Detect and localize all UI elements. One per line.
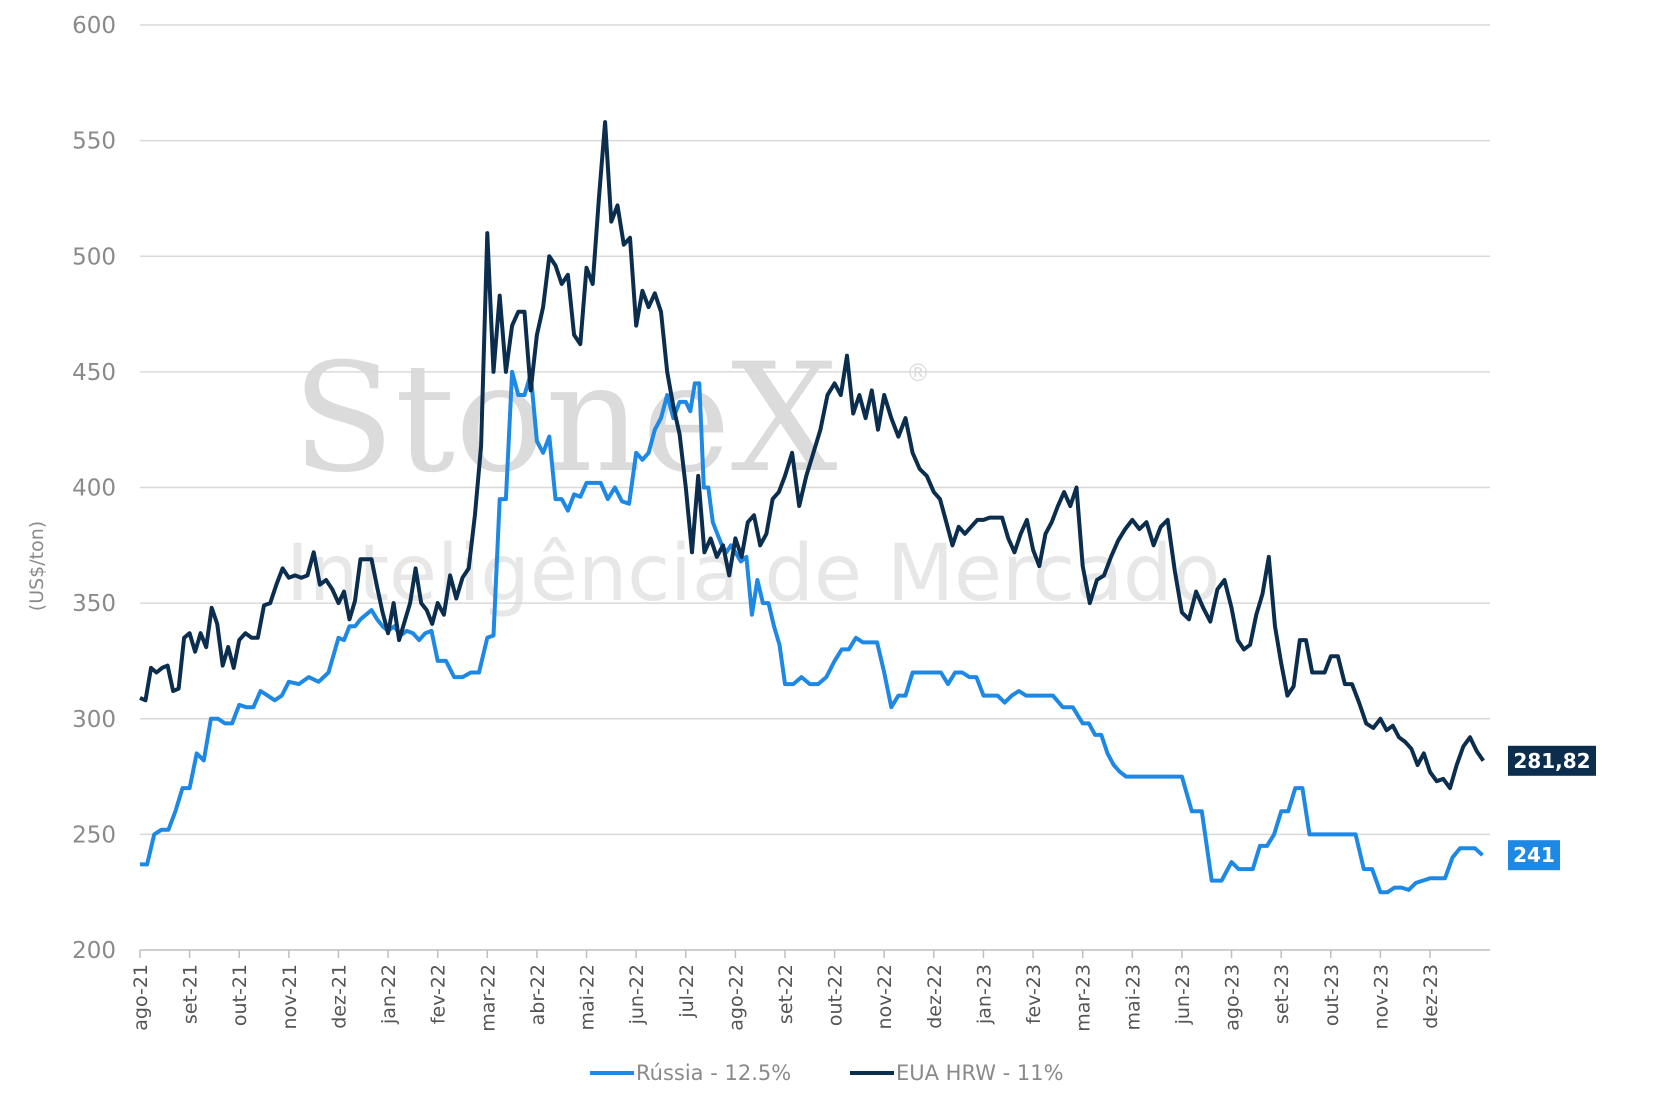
x-tick-label: nov-23 <box>1370 964 1392 1029</box>
end-label-box-russia <box>1508 840 1560 871</box>
end-labels: 241 281,82 <box>1508 745 1596 871</box>
watermark: StoneX ® Inteligência de Mercado <box>286 332 1220 619</box>
end-label-russia: 241 <box>1513 843 1555 867</box>
y-axis: 200 250 300 350 400 450 500 550 600 <box>72 13 116 964</box>
end-label-box-eua <box>1508 745 1596 776</box>
x-tick-label: jun-23 <box>1172 964 1194 1025</box>
watermark-registered: ® <box>906 359 930 387</box>
x-tick-label: out-22 <box>825 964 847 1026</box>
y-tick-label: 250 <box>72 822 116 848</box>
x-tick-label: nov-22 <box>874 964 896 1029</box>
x-tick-label: mai-23 <box>1122 964 1144 1030</box>
x-tick-label: fev-23 <box>1023 964 1045 1024</box>
x-tick-label: ago-23 <box>1222 964 1244 1031</box>
y-tick-label: 550 <box>72 129 116 155</box>
x-tick-label: dez-22 <box>924 964 946 1029</box>
x-tick-label: dez-23 <box>1420 964 1442 1029</box>
legend-label-russia: Rússia - 12.5% <box>636 1061 791 1085</box>
y-tick-label: 200 <box>72 938 116 964</box>
x-tick-label: set-22 <box>775 964 797 1024</box>
series-lines <box>139 120 1485 895</box>
x-tick-label: jun-22 <box>626 964 648 1025</box>
x-tick-label: set-23 <box>1271 964 1293 1024</box>
x-tick-label: mar-22 <box>477 964 499 1032</box>
legend-label-eua: EUA HRW - 11% <box>896 1061 1064 1085</box>
x-tick-label: mai-22 <box>577 964 599 1030</box>
y-tick-label: 500 <box>72 244 116 270</box>
x-tick-label: nov-21 <box>279 964 301 1029</box>
y-tick-label: 350 <box>72 591 116 617</box>
series-line-russia <box>140 369 1484 895</box>
x-tick-label: set-21 <box>180 964 202 1024</box>
x-tick-label: ago-22 <box>725 964 747 1031</box>
x-tick-label: out-21 <box>229 964 251 1026</box>
x-tick-label: jan-23 <box>973 964 995 1025</box>
gridlines <box>140 24 1490 836</box>
y-axis-title: (US$/ton) <box>26 521 48 611</box>
end-label-eua: 281,82 <box>1513 749 1590 773</box>
x-tick-label: jan-22 <box>378 964 400 1025</box>
series-line-eua <box>139 120 1485 791</box>
x-tick-label: fev-22 <box>428 964 450 1024</box>
x-tick-label: dez-21 <box>328 964 350 1029</box>
legend: Rússia - 12.5% EUA HRW - 11% <box>590 1061 1064 1085</box>
x-tick-label: jul-22 <box>676 964 698 1019</box>
x-tick-label: ago-21 <box>130 964 152 1031</box>
x-tick-label: abr-22 <box>527 964 549 1025</box>
y-tick-label: 300 <box>72 707 116 733</box>
y-tick-label: 400 <box>72 476 116 502</box>
watermark-brand: StoneX <box>292 332 838 506</box>
y-tick-label: 450 <box>72 360 116 386</box>
x-tick-label: mar-23 <box>1073 964 1095 1032</box>
x-tick-label: out-23 <box>1321 964 1343 1026</box>
x-axis: ago-21 set-21 out-21 nov-21 dez-21 jan-22 fev-… <box>130 949 1490 1032</box>
y-tick-label: 600 <box>72 13 116 39</box>
